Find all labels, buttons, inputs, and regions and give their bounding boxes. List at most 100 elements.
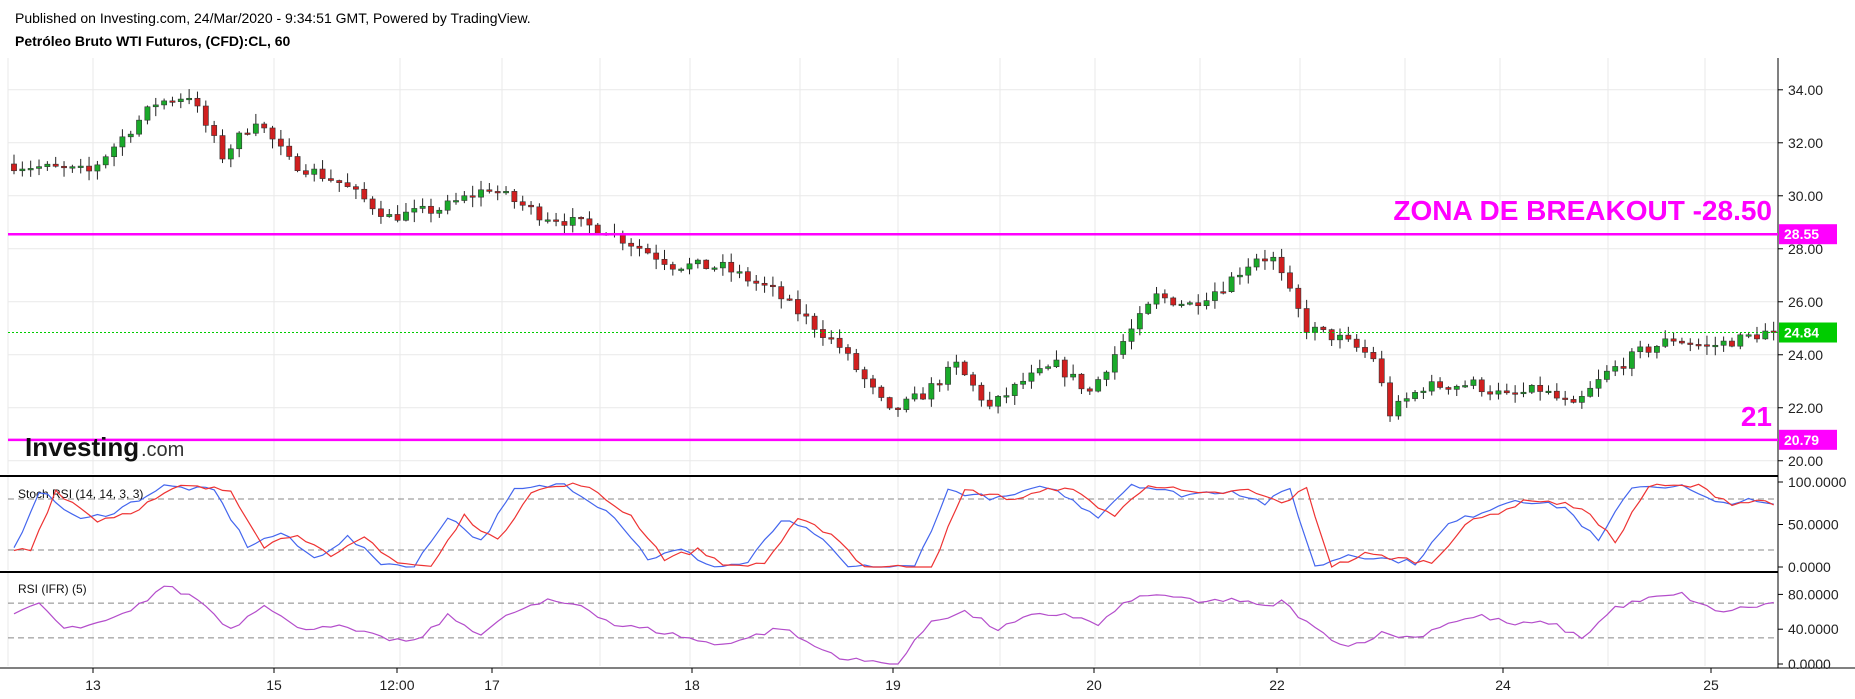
x-tick-label: 13 bbox=[85, 677, 101, 693]
candle-up bbox=[311, 168, 318, 175]
candle-down bbox=[761, 282, 768, 286]
candle-down bbox=[494, 191, 501, 194]
candle-down bbox=[628, 242, 635, 247]
time-axis: 13 15 12:00 17 18 19 20 22 24 25 bbox=[85, 668, 1719, 693]
candle-down bbox=[1278, 256, 1285, 274]
candle-down bbox=[202, 105, 209, 126]
candle-down bbox=[277, 138, 284, 147]
stoch-k-line bbox=[13, 483, 1774, 568]
stoch-d-line bbox=[13, 482, 1774, 568]
candle-up bbox=[453, 200, 459, 203]
candle-down bbox=[886, 397, 893, 409]
candle-up bbox=[27, 168, 34, 171]
candle-down bbox=[1445, 387, 1452, 390]
candle-down bbox=[653, 252, 660, 260]
candle-up bbox=[1453, 385, 1460, 390]
level-price-tag bbox=[1779, 224, 1837, 245]
candle-up bbox=[1587, 387, 1594, 397]
candle-up bbox=[461, 195, 468, 201]
candle-down bbox=[1195, 302, 1202, 307]
candle-down bbox=[578, 217, 584, 220]
candle-down bbox=[1303, 308, 1310, 333]
horizontal-levels: 28.55 ZONA DE BREAKOUT -28.50 20.79 21 24.84 bbox=[8, 195, 1837, 450]
candle-down bbox=[1378, 358, 1385, 384]
candle-down bbox=[519, 201, 526, 206]
candle-down bbox=[870, 378, 876, 388]
x-tick-label: 17 bbox=[484, 677, 500, 693]
rsi-tick-label: 40.0000 bbox=[1788, 621, 1839, 637]
candle-up bbox=[144, 106, 151, 121]
candle-down bbox=[394, 214, 401, 221]
candle-down bbox=[878, 386, 885, 398]
x-tick-label: 18 bbox=[684, 677, 700, 693]
candle-up bbox=[1011, 383, 1018, 396]
candle-up bbox=[1745, 334, 1752, 337]
x-tick-label: 20 bbox=[1086, 677, 1102, 693]
candle-up bbox=[1395, 400, 1402, 417]
candle-down bbox=[820, 329, 826, 338]
candle-up bbox=[69, 166, 76, 169]
candle-down bbox=[353, 186, 359, 190]
candle-up bbox=[252, 123, 259, 134]
candle-down bbox=[1645, 346, 1652, 353]
pane-frames bbox=[0, 58, 1855, 669]
candle-up bbox=[719, 261, 726, 269]
candle-up bbox=[119, 136, 126, 148]
x-tick-label: 12:00 bbox=[379, 677, 414, 693]
candle-up bbox=[186, 97, 193, 101]
candle-down bbox=[1537, 384, 1544, 392]
candle-up bbox=[1545, 390, 1552, 393]
candle-down bbox=[194, 97, 201, 107]
candle-down bbox=[1387, 382, 1393, 417]
candle-up bbox=[1337, 334, 1343, 341]
y-tick-label: 30.00 bbox=[1788, 188, 1823, 204]
candle-down bbox=[728, 261, 735, 273]
candle-up bbox=[77, 165, 84, 168]
candle-up bbox=[436, 209, 443, 214]
candle-down bbox=[753, 280, 760, 284]
x-tick-label: 24 bbox=[1495, 677, 1511, 693]
candle-down bbox=[378, 208, 384, 217]
candle-down bbox=[661, 258, 668, 265]
candle-down bbox=[744, 271, 751, 282]
level-price-label: 20.79 bbox=[1784, 432, 1819, 448]
candle-down bbox=[1620, 366, 1627, 369]
candle-up bbox=[136, 119, 142, 135]
candle-up bbox=[1737, 334, 1744, 347]
candle-up bbox=[503, 191, 509, 194]
candle-up bbox=[1237, 274, 1243, 278]
candle-up bbox=[478, 189, 484, 198]
grid bbox=[7, 58, 1778, 666]
candle-down bbox=[1078, 373, 1085, 390]
oscillators: Stoch RSI (14, 14, 3, 3) RSI (IFR) (5) bbox=[8, 482, 1778, 665]
candle-up bbox=[1720, 340, 1727, 346]
candle-down bbox=[1086, 388, 1093, 392]
candle-up bbox=[236, 132, 243, 150]
y-tick-label: 26.00 bbox=[1788, 294, 1823, 310]
candle-down bbox=[1679, 340, 1685, 344]
candle-up bbox=[1762, 330, 1769, 340]
candle-up bbox=[1120, 341, 1127, 355]
candle-down bbox=[1345, 334, 1352, 340]
candle-up bbox=[1603, 370, 1610, 380]
candle-up bbox=[1412, 392, 1418, 399]
candle-up bbox=[953, 361, 960, 368]
candle-up bbox=[1712, 344, 1719, 348]
candle-down bbox=[1362, 347, 1368, 353]
candle-down bbox=[1353, 338, 1360, 348]
candle-down bbox=[1562, 397, 1569, 400]
candle-down bbox=[1170, 297, 1177, 306]
y-tick-label: 34.00 bbox=[1788, 82, 1823, 98]
candle-down bbox=[261, 123, 268, 129]
candle-down bbox=[211, 125, 218, 136]
candle-down bbox=[961, 361, 968, 376]
y-tick-label: 24.00 bbox=[1788, 347, 1823, 363]
candle-down bbox=[361, 188, 368, 200]
candle-up bbox=[1228, 276, 1235, 292]
candle-up bbox=[177, 98, 184, 102]
candle-down bbox=[1161, 293, 1168, 299]
candle-up bbox=[1178, 303, 1185, 306]
published-caption: Published on Investing.com, 24/Mar/2020 … bbox=[15, 10, 531, 26]
candles bbox=[11, 89, 1777, 422]
